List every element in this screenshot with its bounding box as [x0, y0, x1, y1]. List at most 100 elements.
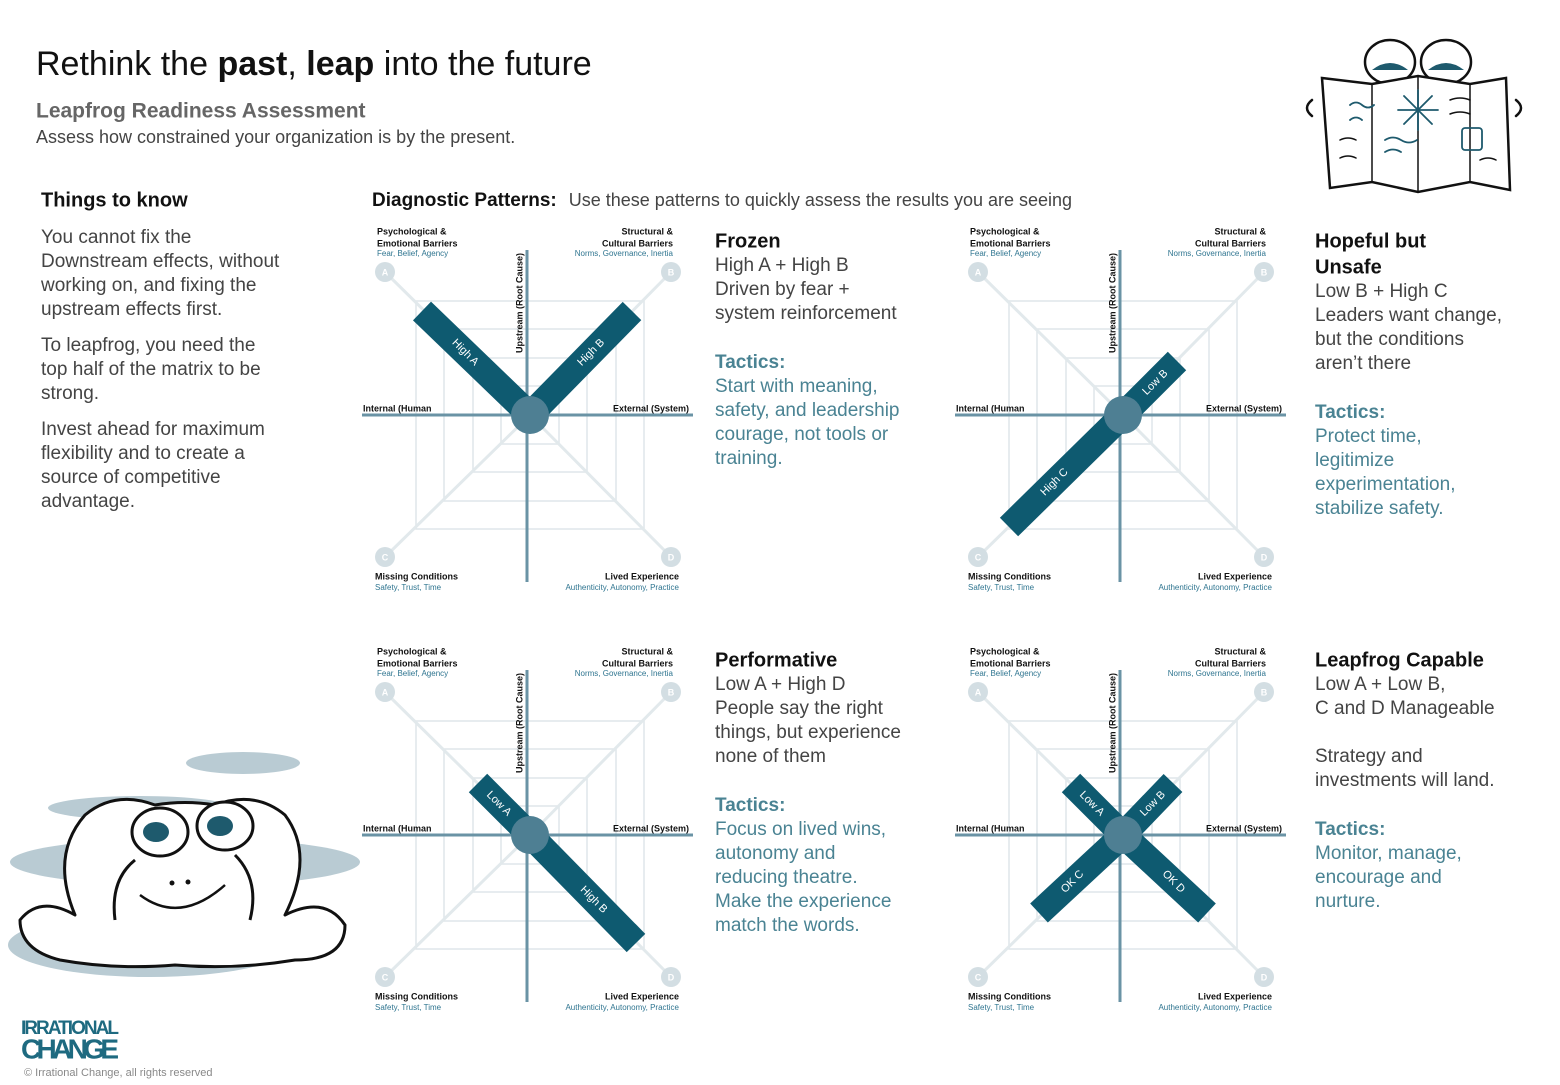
center-node [511, 816, 549, 854]
quadrant-title: Missing Conditions [375, 991, 458, 1001]
diagnostics-heading: Diagnostic Patterns: Use these patterns t… [372, 190, 1072, 211]
corner-marker [661, 682, 681, 702]
frog-illustration [8, 752, 360, 977]
axis-label: Upstream (Root Cause) [1107, 673, 1117, 773]
paragraph-line: To leapfrog, you need the [41, 335, 255, 356]
corner-marker [1254, 547, 1274, 567]
web-spoke [528, 413, 673, 559]
quadrant-title: Lived Experience [605, 571, 679, 581]
pattern-bar [1114, 825, 1216, 923]
paragraph-line: strong. [41, 383, 99, 404]
corner-marker [661, 967, 681, 987]
paragraph-line: source of competitive [41, 467, 221, 488]
title-part: , [287, 45, 306, 83]
quadrant-title: Cultural Barriers [1195, 658, 1266, 668]
paragraph-line: flexibility and to create a [41, 443, 245, 464]
tactics-label: Tactics: [1315, 402, 1385, 423]
quadrant-title: Missing Conditions [968, 571, 1051, 581]
center-node [1104, 816, 1142, 854]
quadrant-title: Emotional Barriers [970, 658, 1051, 668]
pattern-bar [520, 825, 646, 953]
paragraph-line: You cannot fix the [41, 227, 191, 248]
tactics-label: Tactics: [1315, 819, 1385, 840]
tactics-line: Monitor, manage, [1315, 843, 1462, 864]
corner-letter: B [668, 687, 675, 697]
subtitle: Leapfrog Readiness Assessment [36, 100, 366, 123]
pattern-title: Frozen [715, 230, 781, 252]
logo-text: CHANGE [21, 1033, 119, 1064]
corner-letter: C [975, 552, 982, 562]
quadrant-subtitle: Safety, Trust, Time [375, 583, 442, 592]
tactics-line: training. [715, 448, 783, 469]
description: Assess how constrained your organization… [36, 127, 515, 147]
quadrant-title: Lived Experience [1198, 571, 1272, 581]
axis-label: Internal (Human [363, 823, 432, 833]
heading-label: Diagnostic Patterns: [372, 190, 557, 211]
axis-label: External (System) [613, 823, 689, 833]
pattern-title: Performative [715, 649, 837, 671]
corner-letter: A [975, 267, 982, 277]
quadrant-subtitle: Fear, Belief, Agency [970, 249, 1041, 258]
quadrant-subtitle: Fear, Belief, Agency [970, 669, 1041, 678]
corner-marker [968, 262, 988, 282]
map-illustration [1305, 38, 1523, 194]
quadrant-title: Psychological & [970, 646, 1040, 656]
corner-letter: C [382, 972, 389, 982]
corner-letter: C [975, 972, 982, 982]
pattern-description: investments will land. [1315, 770, 1495, 791]
quadrant-subtitle: Authenticity, Autonomy, Practice [565, 583, 679, 592]
quadrant-title: Cultural Barriers [602, 238, 673, 248]
paragraph-line: Invest ahead for maximum [41, 419, 265, 440]
corner-letter: B [668, 267, 675, 277]
quadrant-subtitle: Fear, Belief, Agency [377, 249, 448, 258]
pattern-title: Leapfrog Capable [1315, 649, 1484, 671]
tactics-label: Tactics: [715, 795, 785, 816]
quadrant-subtitle: Norms, Governance, Inertia [1168, 669, 1267, 678]
title-part: past [217, 45, 287, 83]
pattern-description: Low B + High C [1315, 281, 1448, 302]
tactics-line: stabilize safety. [1315, 498, 1443, 519]
axis-label: Internal (Human [956, 823, 1025, 833]
corner-letter: C [382, 552, 389, 562]
pattern-description: system reinforcement [715, 303, 897, 324]
quadrant-subtitle: Norms, Governance, Inertia [1168, 249, 1267, 258]
pattern-description: People say the right [715, 698, 884, 719]
pattern-description: none of them [715, 746, 826, 767]
pattern-description: Strategy and [1315, 746, 1423, 767]
pattern-bar [1030, 825, 1132, 923]
pattern-description: Leaders want change, [1315, 305, 1502, 326]
title-part: into the future [374, 45, 591, 83]
paragraph-line: advantage. [41, 491, 135, 512]
quadrant-title: Structural & [1214, 226, 1266, 236]
quadrant-subtitle: Authenticity, Autonomy, Practice [565, 1003, 679, 1012]
pattern-description: Driven by fear + [715, 279, 850, 300]
quadrant-subtitle: Safety, Trust, Time [968, 583, 1035, 592]
corner-marker [375, 262, 395, 282]
pattern-description: Low A + High D [715, 674, 845, 695]
corner-letter: B [1261, 267, 1268, 277]
pattern-bar [412, 301, 540, 425]
corner-marker [968, 547, 988, 567]
tactics-line: Make the experience [715, 891, 891, 912]
paragraph-line: working on, and fixing the [40, 275, 256, 296]
pattern-description: C and D Manageable [1315, 698, 1495, 719]
quadrant-title: Lived Experience [605, 991, 679, 1001]
quadrant-title: Cultural Barriers [602, 658, 673, 668]
tactics-line: match the words. [715, 915, 860, 936]
pattern-bar [999, 405, 1133, 537]
tactics-line: experimentation, [1315, 474, 1455, 495]
quadrant-subtitle: Authenticity, Autonomy, Practice [1158, 583, 1272, 592]
pattern-title: Hopeful but [1315, 230, 1426, 252]
pattern-bar [520, 301, 642, 425]
quadrant-title: Psychological & [970, 226, 1040, 236]
quadrant-title: Psychological & [377, 226, 447, 236]
quadrant-title: Missing Conditions [375, 571, 458, 581]
quadrant-title: Emotional Barriers [377, 238, 458, 248]
center-node [511, 396, 549, 434]
axis-label: Internal (Human [363, 403, 432, 413]
tactics-label: Tactics: [715, 352, 785, 373]
tactics-line: legitimize [1315, 450, 1394, 471]
